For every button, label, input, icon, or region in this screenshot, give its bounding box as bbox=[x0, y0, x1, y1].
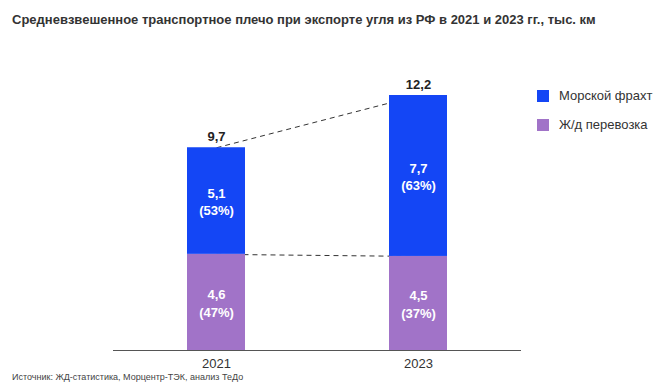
svg-text:7,7(63%): 7,7(63%) bbox=[401, 161, 436, 194]
svg-text:12,2: 12,2 bbox=[406, 77, 431, 92]
svg-text:4,6(47%): 4,6(47%) bbox=[199, 287, 234, 320]
svg-text:9,7: 9,7 bbox=[207, 129, 225, 144]
html-text:Ж/д перевозка: Ж/д перевозка bbox=[559, 117, 648, 132]
svg-text:2021: 2021 bbox=[202, 356, 231, 371]
html-text:Средневзвешенное транспортное: Средневзвешенное транспортное плечо при … bbox=[12, 12, 596, 27]
svg-text:5,1(53%): 5,1(53%) bbox=[199, 186, 234, 219]
svg-text:4,5(37%): 4,5(37%) bbox=[401, 288, 436, 321]
html-text:Морской фрахт: Морской фрахт bbox=[559, 88, 653, 103]
svg-text:2023: 2023 bbox=[404, 356, 433, 371]
html-text:Источник: ЖД-статистика, Морце: Источник: ЖД-статистика, Морцентр-ТЭК, а… bbox=[12, 372, 244, 382]
